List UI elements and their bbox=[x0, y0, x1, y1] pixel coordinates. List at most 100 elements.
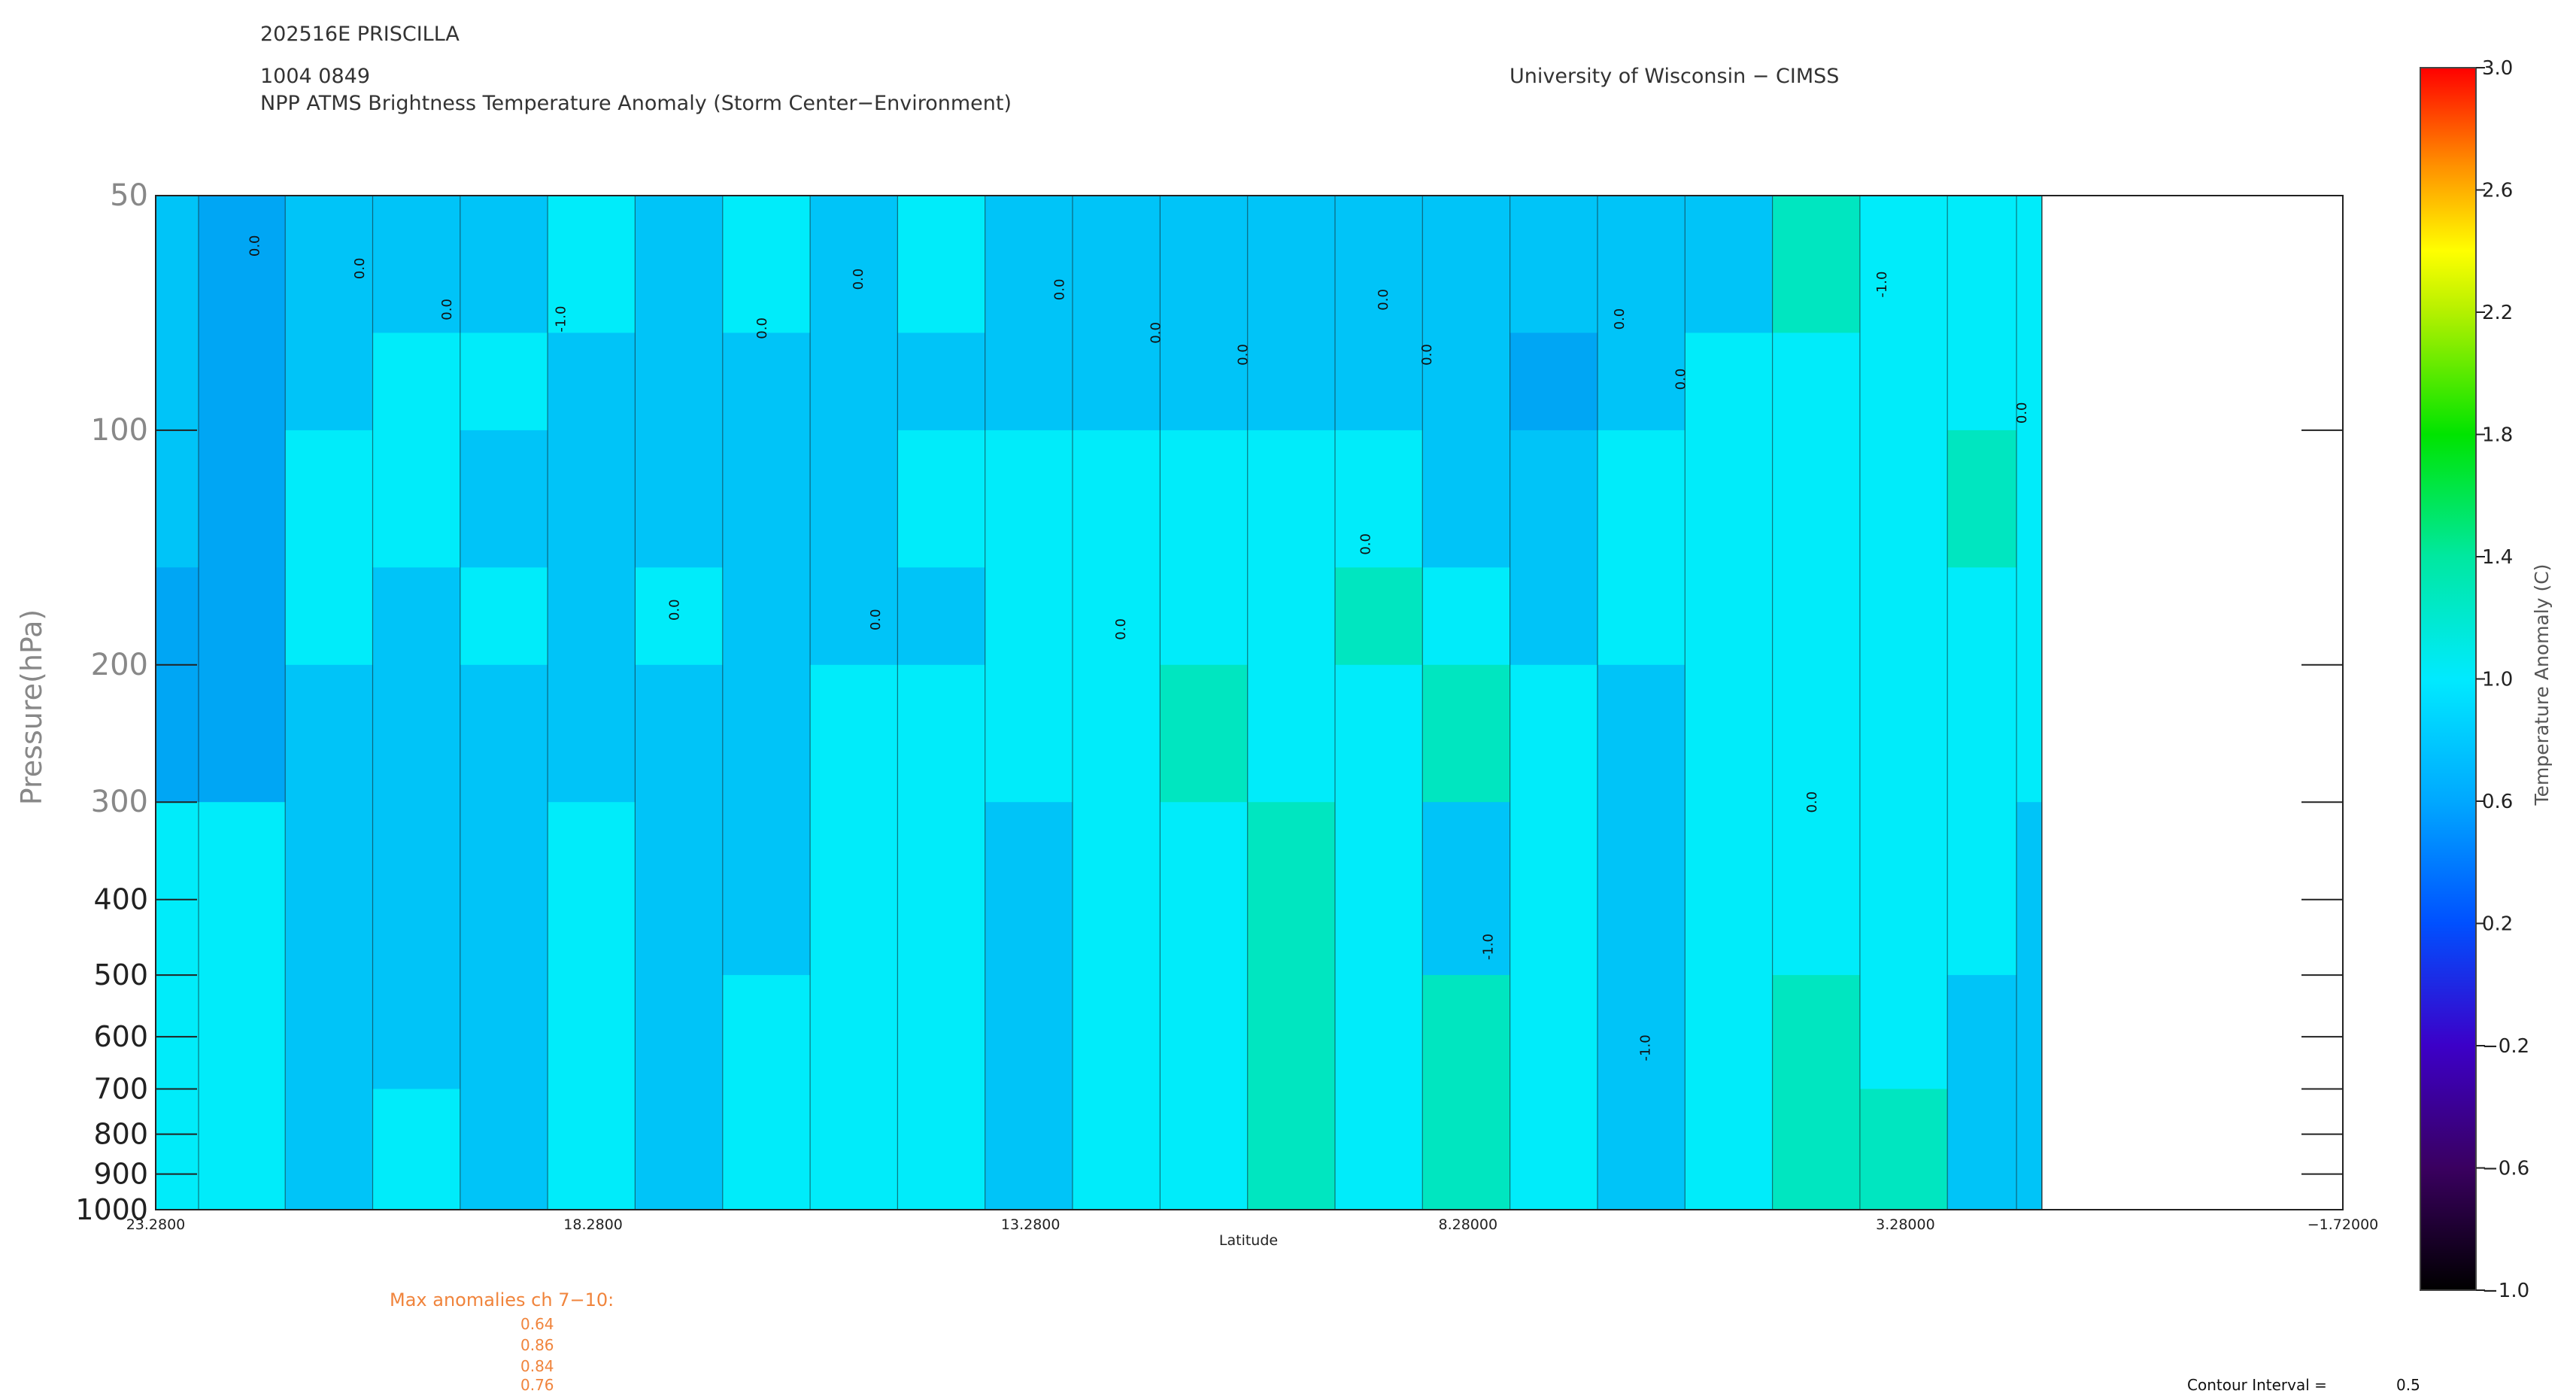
anomaly-cell bbox=[1247, 975, 1336, 1090]
y-tick-label: 600 bbox=[93, 1020, 148, 1053]
anomaly-cell bbox=[1859, 1089, 1948, 1210]
anomaly-cell bbox=[156, 1089, 199, 1210]
colorbar-label: Temperature Anomaly (C) bbox=[2531, 564, 2553, 806]
contour-label: -1.0 bbox=[1874, 272, 1890, 298]
anomaly-cell bbox=[635, 333, 724, 431]
anomaly-cell bbox=[1422, 802, 1511, 976]
anomaly-cell bbox=[1247, 430, 1336, 568]
plot-frame bbox=[155, 195, 2344, 1210]
contour-label: -1.0 bbox=[1480, 934, 1496, 960]
y-tick-label: 300 bbox=[91, 785, 148, 819]
contour-label: 0.0 bbox=[1236, 344, 1252, 366]
anomaly-cell bbox=[1422, 567, 1511, 666]
anomaly-cell bbox=[722, 196, 811, 333]
latitude-axis: 23.2800 18.2800 13.2800 8.28000 3.28000 −1.72… bbox=[126, 1216, 2379, 1233]
anomaly-cell bbox=[897, 664, 986, 803]
contour-lines: 0.0 0.0 0.0 -1.0 0.0 0.0 0.0 0.0 0.0 0.0 0.0 0.0 0.0… bbox=[198, 196, 2043, 1210]
anomaly-cell bbox=[1073, 802, 1161, 976]
x-tick-label: 18.2800 bbox=[563, 1216, 623, 1233]
anomaly-cell bbox=[460, 430, 548, 568]
anomaly-cell bbox=[548, 430, 636, 568]
anomaly-cell bbox=[897, 430, 986, 568]
anomaly-cell bbox=[722, 333, 811, 431]
anomaly-cell bbox=[1160, 802, 1249, 976]
anomaly-cell bbox=[1335, 196, 1423, 333]
colorbar: 3.0 2.6 2.2 1.8 1.4 1.0 0.6 0.2 −0.2 −0.6 −1.0 bbox=[2420, 57, 2529, 1302]
anomaly-cell bbox=[1160, 333, 1249, 431]
anomaly-cell bbox=[372, 802, 461, 976]
anomaly-cell bbox=[1160, 975, 1249, 1090]
colorbar-tick-label: −0.6 bbox=[2482, 1158, 2529, 1180]
contour-label: 0.0 bbox=[1612, 308, 1628, 330]
anomaly-cell bbox=[1335, 1089, 1423, 1210]
anomaly-cell bbox=[1422, 664, 1511, 803]
anomaly-cell bbox=[1597, 430, 1685, 568]
anomaly-cell bbox=[1947, 430, 2017, 568]
max-anomaly-ch10: 0.76 bbox=[520, 1376, 554, 1394]
anomaly-cell bbox=[1597, 802, 1685, 976]
institution: University of Wisconsin − CIMSS bbox=[1509, 65, 1840, 88]
anomaly-cell bbox=[1859, 567, 1948, 666]
anomaly-cell bbox=[722, 975, 811, 1090]
anomaly-cell bbox=[1422, 975, 1511, 1090]
anomaly-cell bbox=[1335, 430, 1423, 568]
colorbar-tick-label: 1.8 bbox=[2482, 424, 2513, 447]
colorbar-tick-label: −1.0 bbox=[2482, 1280, 2529, 1302]
anomaly-cell bbox=[2016, 975, 2043, 1090]
anomaly-cell bbox=[1597, 333, 1685, 431]
contour-label: 0.0 bbox=[1051, 279, 1067, 301]
anomaly-cell bbox=[1160, 567, 1249, 666]
anomaly-cell bbox=[372, 196, 461, 333]
y-tick-label: 100 bbox=[91, 413, 148, 448]
anomaly-cell bbox=[199, 664, 286, 803]
x-tick-label: −1.72000 bbox=[2307, 1216, 2379, 1233]
anomaly-cell bbox=[1073, 333, 1161, 431]
anomaly-cell bbox=[285, 333, 374, 431]
anomaly-cell bbox=[1947, 664, 2017, 803]
anomaly-cell bbox=[635, 1089, 724, 1210]
anomaly-cell bbox=[635, 975, 724, 1090]
anomaly-cell bbox=[156, 802, 199, 976]
anomaly-cell bbox=[1422, 430, 1511, 568]
anomaly-cell bbox=[1859, 430, 1948, 568]
anomaly-cell bbox=[985, 430, 1073, 568]
anomaly-cell bbox=[635, 664, 724, 803]
anomaly-cell bbox=[548, 333, 636, 431]
anomaly-cell bbox=[1247, 196, 1336, 333]
anomaly-cell bbox=[1073, 567, 1161, 666]
anomaly-cell bbox=[2016, 333, 2043, 431]
anomaly-cell bbox=[1247, 567, 1336, 666]
anomaly-cell bbox=[810, 196, 898, 333]
anomaly-cell bbox=[1247, 664, 1336, 803]
x-tick-label: 8.28000 bbox=[1439, 1216, 1498, 1233]
y-tick-label: 1000 bbox=[75, 1193, 148, 1226]
anomaly-cell bbox=[1772, 196, 1861, 333]
anomaly-cell bbox=[897, 1089, 986, 1210]
max-anomaly-ch7: 0.64 bbox=[520, 1315, 554, 1333]
y-tick-label: 400 bbox=[93, 883, 148, 916]
anomaly-cell bbox=[1685, 333, 1773, 431]
anomaly-cell bbox=[1685, 975, 1773, 1090]
contour-label: 0.0 bbox=[1113, 618, 1129, 640]
anomaly-cell bbox=[1597, 567, 1685, 666]
anomaly-cell bbox=[285, 196, 374, 333]
anomaly-cell bbox=[1597, 975, 1685, 1090]
anomaly-cell bbox=[1597, 1089, 1685, 1210]
contour-label: 0.0 bbox=[851, 269, 866, 290]
max-anomalies-title: Max anomalies ch 7−10: bbox=[390, 1289, 614, 1310]
anomaly-cell bbox=[199, 567, 286, 666]
anomaly-cell bbox=[897, 196, 986, 333]
anomaly-cell bbox=[722, 664, 811, 803]
anomaly-cell bbox=[156, 567, 199, 666]
anomaly-cell bbox=[635, 430, 724, 568]
anomaly-cell bbox=[722, 1089, 811, 1210]
anomaly-cell bbox=[1859, 333, 1948, 431]
colorbar-tick-label: 0.6 bbox=[2482, 791, 2513, 813]
anomaly-cell bbox=[1685, 430, 1773, 568]
x-tick-label: 13.2800 bbox=[1001, 1216, 1060, 1233]
anomaly-cell bbox=[1772, 1089, 1861, 1210]
contour-label: 0.0 bbox=[754, 317, 770, 339]
storm-name: 202516E PRISCILLA bbox=[260, 23, 460, 46]
contour-label: 0.0 bbox=[352, 257, 368, 279]
